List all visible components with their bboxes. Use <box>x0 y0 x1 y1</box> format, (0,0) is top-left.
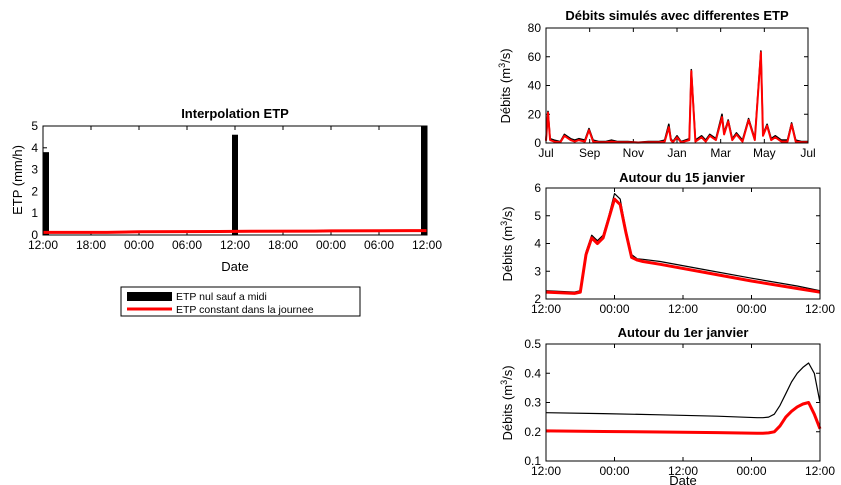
x-tick-label: Mar <box>710 146 731 160</box>
chart-debits-plot: 0 20 40 60 80 Jul Sep Nov Jan Mar May Jul <box>528 21 816 160</box>
x-tick-label: 12:00 <box>220 238 250 252</box>
y-tick-label: 4 <box>534 237 541 251</box>
x-tick-label: Sep <box>579 146 601 160</box>
series-line-0 <box>545 193 821 293</box>
x-tick-label: Jan <box>667 146 686 160</box>
x-tick-label: 00:00 <box>124 238 154 252</box>
y-tick-label: 5 <box>31 119 38 133</box>
series-line-1 <box>545 51 808 144</box>
chart-autour15-ylabel: Débits (m3/s) <box>499 206 515 281</box>
chart-etp-ylabel: ETP (mm/h) <box>10 145 25 215</box>
x-tick-label: 06:00 <box>172 238 202 252</box>
y-tick-label: 3 <box>534 264 541 278</box>
y-tick-label: 1 <box>31 206 38 220</box>
x-tick-label: Jul <box>538 146 553 160</box>
x-tick-label: 00:00 <box>599 302 629 316</box>
y-tick-label: 0 <box>31 228 38 242</box>
y-tick-label: 2 <box>534 292 541 306</box>
chart-autour1: Autour du 1er janvier 0.1 0.2 0.3 0.4 0.5 12:… <box>499 325 835 485</box>
y-tick-label: 0 <box>534 136 541 150</box>
bar <box>232 134 238 235</box>
legend-label-0: ETP nul sauf a midi <box>176 291 267 303</box>
series-line-0 <box>545 362 821 419</box>
x-tick-label: 18:00 <box>268 238 298 252</box>
y-tick-label: 0.3 <box>524 396 541 410</box>
chart-autour15: Autour du 15 janvier 2 3 4 5 6 12:00 00:00 12:0… <box>499 170 835 316</box>
bar <box>43 152 49 235</box>
x-tick-label: 00:00 <box>736 464 766 478</box>
y-tick-label: 0.5 <box>524 337 541 351</box>
x-tick-label: 00:00 <box>736 302 766 316</box>
x-tick-label: 12:00 <box>668 464 698 478</box>
y-tick-label: 4 <box>31 141 38 155</box>
chart-autour1-frame <box>545 343 821 462</box>
y-tick-label: 3 <box>31 163 38 177</box>
chart-autour1-ylabel: Débits (m3/s) <box>499 365 515 440</box>
y-tick-label: 5 <box>534 209 541 223</box>
y-tick-label: 6 <box>534 181 541 195</box>
chart-debits-title: Débits simulés avec differentes ETP <box>565 8 789 23</box>
chart-etp-frame <box>42 125 428 236</box>
chart-etp-legend: ETP nul sauf a midi ETP constant dans la… <box>120 286 361 317</box>
chart-autour1-xlabel: Date <box>669 473 696 485</box>
y-tick-label: 40 <box>528 79 542 93</box>
chart-etp-title: Interpolation ETP <box>181 106 289 121</box>
legend-label-1: ETP constant dans la journee <box>176 304 314 316</box>
x-tick-label: May <box>753 146 776 160</box>
series-line-1 <box>43 229 427 234</box>
x-tick-label: 12:00 <box>531 464 561 478</box>
x-tick-label: 12:00 <box>805 464 835 478</box>
x-tick-label: 12:00 <box>668 302 698 316</box>
chart-autour15-title: Autour du 15 janvier <box>619 170 745 185</box>
x-tick-label: Nov <box>623 146 644 160</box>
y-tick-label: 80 <box>528 21 542 35</box>
x-tick-label: 06:00 <box>364 238 394 252</box>
bar <box>421 126 427 235</box>
y-tick-label: 0.1 <box>524 454 541 468</box>
x-tick-label: 00:00 <box>316 238 346 252</box>
chart-autour15-frame <box>545 187 821 300</box>
x-tick-label: 12:00 <box>412 238 442 252</box>
legend-swatch-bar <box>127 292 172 301</box>
y-tick-label: 0.4 <box>524 366 541 380</box>
series-line-1 <box>545 197 821 295</box>
x-tick-label: 12:00 <box>805 302 835 316</box>
chart-etp-plot: 0 1 2 3 4 5 12:00 18:00 00:00 06:00 12:00 18:00 00:0… <box>28 119 442 252</box>
x-tick-label: 12:00 <box>28 238 58 252</box>
series-line-1 <box>545 401 822 435</box>
y-tick-label: 60 <box>528 50 542 64</box>
y-tick-label: 0.2 <box>524 425 541 439</box>
x-tick-label: 18:00 <box>76 238 106 252</box>
x-tick-label: Jul <box>800 146 815 160</box>
chart-autour1-plot: 0.1 0.2 0.3 0.4 0.5 12:00 00:00 12:00 00:00 12:00 <box>524 337 835 478</box>
chart-debits-ylabel: Débits (m3/s) <box>497 48 513 123</box>
chart-etp-xlabel: Date <box>221 259 248 274</box>
chart-debits: Débits simulés avec differentes ETP 0 20 4… <box>497 8 816 160</box>
y-tick-label: 20 <box>528 107 542 121</box>
chart-autour15-plot: 2 3 4 5 6 12:00 00:00 12:00 00:00 12:00 <box>531 181 835 316</box>
x-tick-label: 00:00 <box>599 464 629 478</box>
chart-debits-frame <box>545 27 809 144</box>
x-tick-label: 12:00 <box>531 302 561 316</box>
chart-autour1-title: Autour du 1er janvier <box>618 325 749 340</box>
y-tick-label: 2 <box>31 184 38 198</box>
legend-box <box>120 286 361 317</box>
